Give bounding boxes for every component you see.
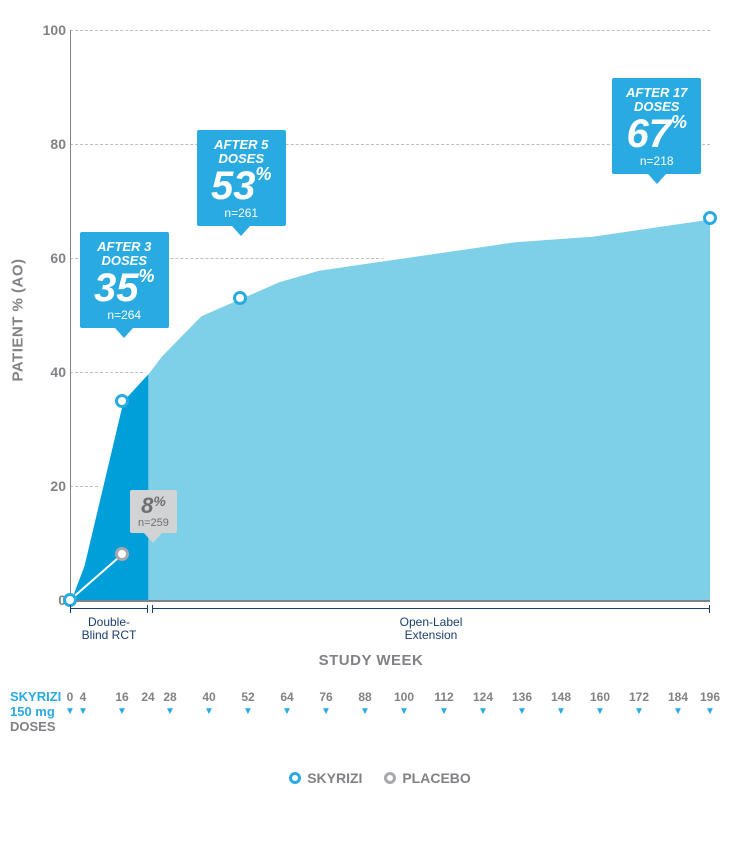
- y-axis-label: PATIENT % (AO): [10, 258, 27, 381]
- callout-pre1: AFTER 17: [626, 86, 687, 100]
- legend-label-placebo: PLACEBO: [402, 770, 470, 786]
- week-tick: 148: [551, 690, 571, 704]
- callout-placebo: 8% n=259: [130, 490, 177, 533]
- callout-pre2: DOSES: [211, 152, 272, 166]
- phase-label: Double-: [88, 615, 130, 629]
- week-tick: 160: [590, 690, 610, 704]
- callout-value: 8: [141, 494, 153, 517]
- dose-marker-icon: ▼: [78, 706, 88, 717]
- callout-pre1: AFTER 5: [211, 138, 272, 152]
- dose-marker-icon: ▼: [165, 706, 175, 717]
- week-tick: 40: [202, 690, 215, 704]
- callout-value: 35: [94, 267, 139, 309]
- callout-pre1: AFTER 3: [94, 240, 155, 254]
- dose-marker-icon: ▼: [556, 706, 566, 717]
- dose-marker-icon: ▼: [673, 706, 683, 717]
- legend-marker-skyrizi: [289, 772, 301, 784]
- callout-n: n=259: [138, 518, 169, 530]
- week-tick: 0: [67, 690, 74, 704]
- y-tick-40: 40: [42, 364, 66, 380]
- dose-marker-icon: ▼: [634, 706, 644, 717]
- callout-after-3-doses: AFTER 3 DOSES 35% n=264: [80, 232, 169, 328]
- dose-amount-label: 150 mg: [10, 705, 55, 720]
- skyrizi-area-late: [148, 218, 710, 600]
- y-tick-20: 20: [42, 478, 66, 494]
- phase-label: Open-Label: [400, 615, 463, 629]
- week-tick: 4: [80, 690, 87, 704]
- callout-after-5-doses: AFTER 5 DOSES 53% n=261: [197, 130, 286, 226]
- callout-pct: %: [671, 112, 687, 132]
- skyrizi-marker-w196: [703, 211, 717, 225]
- y-tick-100: 100: [42, 22, 66, 38]
- dose-marker-icon: ▼: [517, 706, 527, 717]
- legend-label-skyrizi: SKYRIZI: [307, 770, 362, 786]
- legend: SKYRIZI PLACEBO: [0, 770, 742, 786]
- dose-marker-icon: ▼: [65, 706, 75, 717]
- week-tick: 100: [394, 690, 414, 704]
- week-tick: 136: [512, 690, 532, 704]
- dose-marker-icon: ▼: [243, 706, 253, 717]
- dose-drug-label: SKYRIZI: [10, 690, 61, 705]
- y-tick-80: 80: [42, 136, 66, 152]
- week-tick: 172: [629, 690, 649, 704]
- callout-value: 53: [211, 165, 256, 207]
- dose-marker-icon: ▼: [321, 706, 331, 717]
- doses-label: DOSES: [10, 720, 56, 735]
- dose-marker-icon: ▼: [282, 706, 292, 717]
- week-tick: 112: [434, 690, 453, 704]
- phase-label: Extension: [405, 628, 458, 642]
- week-tick: 64: [280, 690, 293, 704]
- callout-pct: %: [256, 164, 272, 184]
- week-tick: 196: [700, 690, 720, 704]
- dose-marker-icon: ▼: [204, 706, 214, 717]
- callout-pct: %: [139, 266, 155, 286]
- phase-label: Blind RCT: [82, 628, 137, 642]
- placebo-marker-w16: [115, 547, 129, 561]
- week-tick: 16: [115, 690, 128, 704]
- callout-pre2: DOSES: [626, 100, 687, 114]
- callout-value: 67: [626, 113, 671, 155]
- callout-pre2: DOSES: [94, 254, 155, 268]
- phase-open-label: Open-LabelExtension: [152, 608, 710, 642]
- week-tick: 184: [668, 690, 688, 704]
- dose-marker-icon: ▼: [399, 706, 409, 717]
- week-tick: 28: [163, 690, 176, 704]
- dose-marker-icon: ▼: [478, 706, 488, 717]
- week-tick: 24: [141, 690, 154, 704]
- callout-n: n=264: [94, 309, 155, 322]
- week-tick: 52: [241, 690, 254, 704]
- phase-double-blind: Double-Blind RCT: [70, 608, 148, 642]
- skyrizi-marker-w52: [233, 291, 247, 305]
- x-axis-label: STUDY WEEK: [0, 652, 742, 669]
- week-tick: 124: [473, 690, 493, 704]
- legend-marker-placebo: [384, 772, 396, 784]
- callout-n: n=218: [626, 155, 687, 168]
- dose-marker-icon: ▼: [360, 706, 370, 717]
- dose-marker-icon: ▼: [595, 706, 605, 717]
- x-axis-line: [70, 600, 710, 602]
- y-tick-60: 60: [42, 250, 66, 266]
- skyrizi-marker-w16: [115, 394, 129, 408]
- callout-after-17-doses: AFTER 17 DOSES 67% n=218: [612, 78, 701, 174]
- dose-marker-icon: ▼: [705, 706, 715, 717]
- callout-n: n=261: [211, 207, 272, 220]
- callout-pct: %: [153, 493, 165, 509]
- dose-marker-icon: ▼: [117, 706, 127, 717]
- dose-marker-icon: ▼: [439, 706, 449, 717]
- week-tick: 76: [319, 690, 332, 704]
- week-tick: 88: [358, 690, 371, 704]
